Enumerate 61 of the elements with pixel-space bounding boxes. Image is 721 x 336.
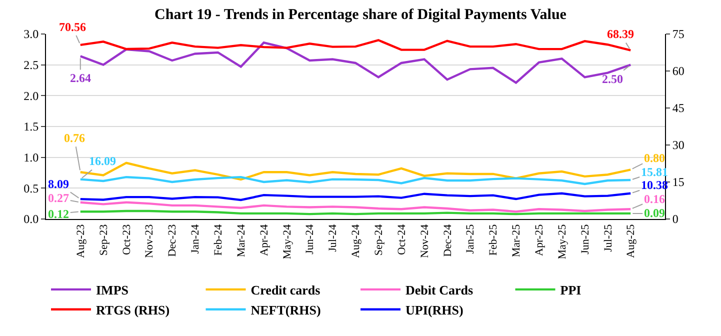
legend-label: UPI(RHS) (406, 302, 464, 318)
data-label: 68.39 (607, 27, 634, 41)
data-label: 0.09 (644, 206, 665, 220)
data-label: 0.12 (48, 207, 69, 221)
y2-tick-label: 0 (672, 212, 678, 226)
x-tick-label: Mar-25 (510, 224, 523, 258)
x-tick-label: Jul-24 (327, 224, 340, 252)
x-tick-label: May-24 (281, 224, 294, 260)
x-tick-label: Jan-24 (190, 224, 202, 254)
data-label: 0.16 (644, 192, 665, 206)
x-tick-label: Feb-24 (212, 224, 225, 256)
y2-tick-label: 60 (672, 64, 684, 78)
x-tick-label: Jun-25 (579, 224, 592, 254)
y2-tick-label: 30 (672, 138, 684, 152)
legend-label: Credit cards (250, 282, 320, 298)
x-tick-label: May-25 (556, 224, 568, 260)
y-tick-label: 1.5 (24, 120, 39, 134)
data-label: 16.09 (89, 154, 116, 168)
x-tick-label: Aug-23 (74, 224, 87, 258)
x-tick-label: Apr-25 (533, 224, 546, 256)
data-label: 2.64 (70, 71, 91, 85)
data-label: 8.09 (48, 177, 69, 191)
y-tick-label: 3.0 (24, 27, 39, 42)
x-tick-label: Dec-23 (166, 224, 179, 257)
y2-tick-label: 75 (672, 27, 684, 42)
x-tick-label: Oct-23 (120, 224, 133, 255)
data-label: 0.76 (64, 131, 85, 145)
x-tick-label: Feb-25 (488, 224, 500, 256)
x-tick-label: Aug-24 (350, 224, 362, 258)
legend-label: RTGS (RHS) (96, 302, 170, 318)
line-series (79, 176, 632, 186)
x-tick-label: Sep-24 (373, 224, 386, 256)
y-tick-label: 0.5 (24, 181, 39, 196)
x-tick-label: Oct-24 (396, 224, 408, 255)
x-tick-label: Dec-24 (442, 224, 454, 257)
y-tick-label: 2.0 (24, 88, 39, 103)
legend-label: IMPS (96, 282, 128, 298)
y-tick-label: 2.5 (24, 58, 39, 72)
y-tick-label: 1.0 (24, 150, 39, 165)
x-tick-label: Nov-24 (418, 224, 431, 258)
y2-tick-label: 15 (672, 175, 684, 190)
legend-label: PPI (560, 282, 582, 298)
data-label: 70.56 (59, 20, 86, 34)
line-series (79, 201, 632, 213)
chart-title: Chart 19 - Trends in Percentage share of Digital Payments Value (154, 6, 567, 23)
x-tick-label: Jul-25 (602, 224, 614, 252)
data-label: 2.50 (602, 72, 623, 86)
legend-label: NEFT(RHS) (250, 302, 321, 318)
data-label: 0.80 (644, 151, 665, 165)
x-tick-label: Sep-23 (98, 224, 110, 256)
x-tick-label: Apr-24 (258, 224, 270, 256)
x-tick-label: Jun-24 (304, 224, 316, 254)
y-tick-label: 0.0 (24, 212, 39, 226)
x-tick-label: Jan-25 (464, 224, 477, 254)
line-series (79, 39, 632, 52)
data-label: 0.27 (48, 191, 69, 205)
x-tick-label: Aug-25 (625, 224, 638, 258)
x-tick-label: Mar-24 (235, 224, 248, 258)
x-tick-label: Nov-23 (144, 224, 156, 258)
y2-tick-label: 45 (672, 101, 684, 116)
legend-label: Debit Cards (406, 282, 474, 298)
